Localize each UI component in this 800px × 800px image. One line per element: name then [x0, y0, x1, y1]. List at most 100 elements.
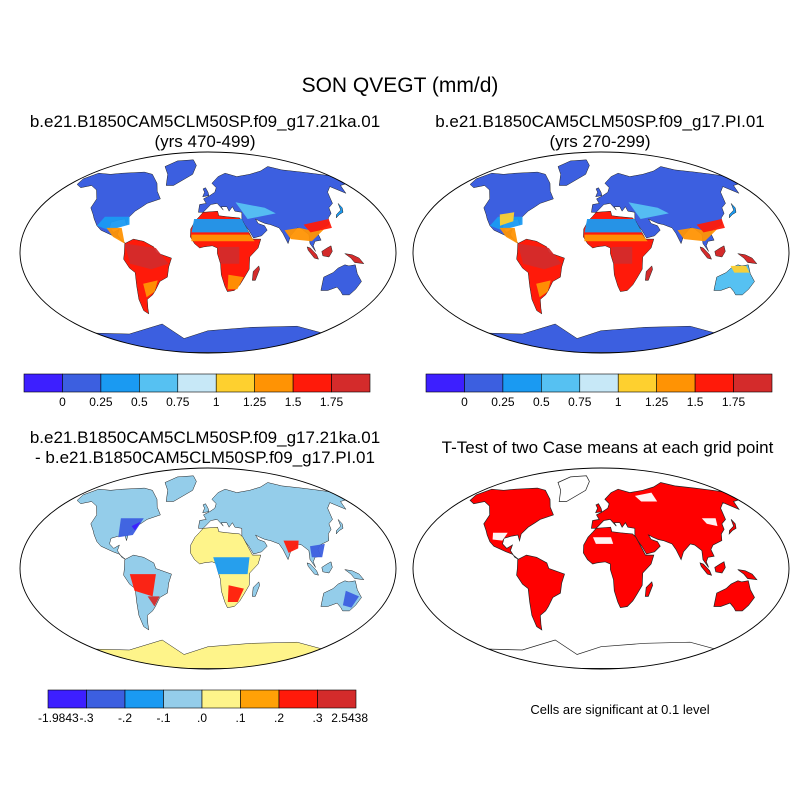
colorbar-tick-label: 0: [59, 395, 66, 409]
field-patch-5: [584, 234, 648, 242]
panel-1-title: b.e21.B1850CAM5CLM50SP.f09_g17.21ka.01 (…: [0, 112, 410, 152]
colorbar-tick-label: .1: [235, 711, 245, 725]
colorbar-tick-label: 0.75: [166, 395, 190, 409]
field-patch-7: [227, 274, 244, 290]
colorbar-swatch: [617, 373, 657, 393]
map-border: [412, 467, 790, 670]
field-patch-1: [499, 212, 515, 226]
colorbar-swatch: [240, 689, 280, 709]
landmass-greenland: [164, 159, 197, 186]
colorbar-swatch: [541, 373, 581, 393]
landmass-madagascar: [645, 265, 653, 281]
field-patch-10: [235, 202, 276, 219]
colorbar-swatch: [502, 373, 542, 393]
colorbar-swatch: [215, 373, 255, 393]
landmass-newGuinea: [737, 253, 758, 265]
field-patch-2: [124, 243, 169, 270]
colorbar-tick-label: .0: [197, 711, 207, 725]
field-patch-6: [283, 540, 299, 553]
map-difference: [19, 467, 397, 670]
colorbar-swatch: [139, 373, 179, 393]
panel-2-title: b.e21.B1850CAM5CLM50SP.f09_g17.PI.01 (yr…: [400, 112, 800, 152]
map-border: [412, 151, 790, 354]
landmass-borneo: [321, 561, 333, 574]
field-patch-5: [191, 219, 249, 233]
colorbar-tick-label: 2.5438: [331, 711, 368, 725]
colorbar-swatch: [317, 689, 357, 709]
colorbar-swatch: [331, 373, 371, 393]
map-border: [19, 467, 397, 670]
field-patch-1: [106, 227, 125, 244]
landmass-sumatra: [699, 246, 712, 260]
field-patch-8: [677, 224, 722, 242]
landmass-newGuinea: [737, 569, 758, 581]
landmass-greenland: [164, 475, 197, 502]
field-patch-4: [213, 557, 250, 575]
colorbar-swatch: [656, 373, 696, 393]
field-patch-6: [584, 219, 642, 233]
colorbar-swatch: [177, 373, 217, 393]
field-patch-3: [147, 596, 160, 607]
field-patch-9: [303, 219, 332, 233]
colorbar-swatch: [694, 373, 734, 393]
landmass-uk: [595, 503, 603, 514]
landmass-japan: [335, 203, 344, 219]
field-patch-2: [129, 574, 156, 597]
field-patch-4: [191, 234, 255, 242]
landmass-sumatra: [306, 562, 319, 576]
panel-2-case-name: b.e21.B1850CAM5CLM50SP.f09_g17.PI.01: [435, 112, 765, 131]
colorbar-swatch: [579, 373, 619, 393]
landmass-southAmerica: [516, 554, 565, 631]
field-patch-2: [499, 227, 518, 244]
panel-3-title: b.e21.B1850CAM5CLM50SP.f09_g17.21ka.01 -…: [0, 428, 410, 468]
map-case-b: [412, 151, 790, 354]
field-patch-4: [536, 280, 551, 298]
field-patch-1: [131, 521, 141, 531]
panel-3-case-a: b.e21.B1850CAM5CLM50SP.f09_g17.21ka.01: [29, 428, 381, 447]
colorbar-tick-label: 0.5: [131, 395, 148, 409]
colorbar-swatch: [100, 373, 140, 393]
colorbar-tick-label: -.3: [79, 711, 93, 725]
landmass-eurasia: [590, 482, 742, 568]
colorbar-tick-label: -1.9843: [38, 711, 79, 725]
significance-note: Cells are significant at 0.1 level: [530, 702, 710, 717]
landmass-sumatra: [306, 246, 319, 260]
landmass-uk: [595, 187, 603, 198]
colorbar-swatch: [425, 373, 465, 393]
landmass-borneo: [714, 245, 726, 258]
landmass-australia: [713, 580, 755, 612]
landmass-newGuinea: [344, 253, 365, 265]
colorbar-tick-label: 1.75: [320, 395, 344, 409]
panel-4-title: T-Test of two Case means at each grid po…: [441, 438, 774, 457]
landmass-japan: [335, 519, 344, 535]
colorbar-swatch: [86, 689, 126, 709]
field-patch-0: [492, 532, 508, 541]
colorbar-swatch: [278, 689, 318, 709]
colorbar-tick-label: .3: [312, 711, 322, 725]
landmass-japan: [728, 203, 737, 219]
landmass-northAmerica: [469, 487, 554, 560]
map-ttest: [412, 467, 790, 670]
landmass-madagascar: [644, 581, 653, 597]
field-patch-2: [634, 492, 658, 502]
colorbar-case-a: 0 0.25 0.5 0.75 1 1.25 1.5 1.75: [23, 373, 371, 409]
panel-3-case-b: - b.e21.B1850CAM5CLM50SP.f09_g17.PI.01: [35, 448, 375, 467]
panel-2-years: (yrs 270-299): [549, 132, 651, 151]
colorbar-tick-label: 0.75: [568, 395, 592, 409]
landmass-borneo: [321, 245, 333, 258]
colorbar-tick-label: 1.75: [722, 395, 746, 409]
landmass-uk: [202, 187, 210, 198]
colorbar-tick-label: 0.25: [89, 395, 113, 409]
colorbar-case-b: 0 0.25 0.5 0.75 1 1.25 1.5 1.75: [425, 373, 773, 409]
landmass-madagascar: [252, 265, 260, 281]
field-patch-7: [310, 543, 325, 558]
panel-1-years: (yrs 470-499): [154, 132, 256, 151]
field-patch-11: [628, 202, 669, 219]
field-patch-3: [517, 243, 562, 270]
colorbar-swatch: [163, 689, 203, 709]
colorbar-tick-label: 0: [461, 395, 468, 409]
field-patch-1: [593, 537, 614, 544]
landmass-africa: [583, 526, 655, 608]
colorbar-tick-label: 1: [213, 395, 220, 409]
landmass-madagascar: [252, 581, 260, 597]
